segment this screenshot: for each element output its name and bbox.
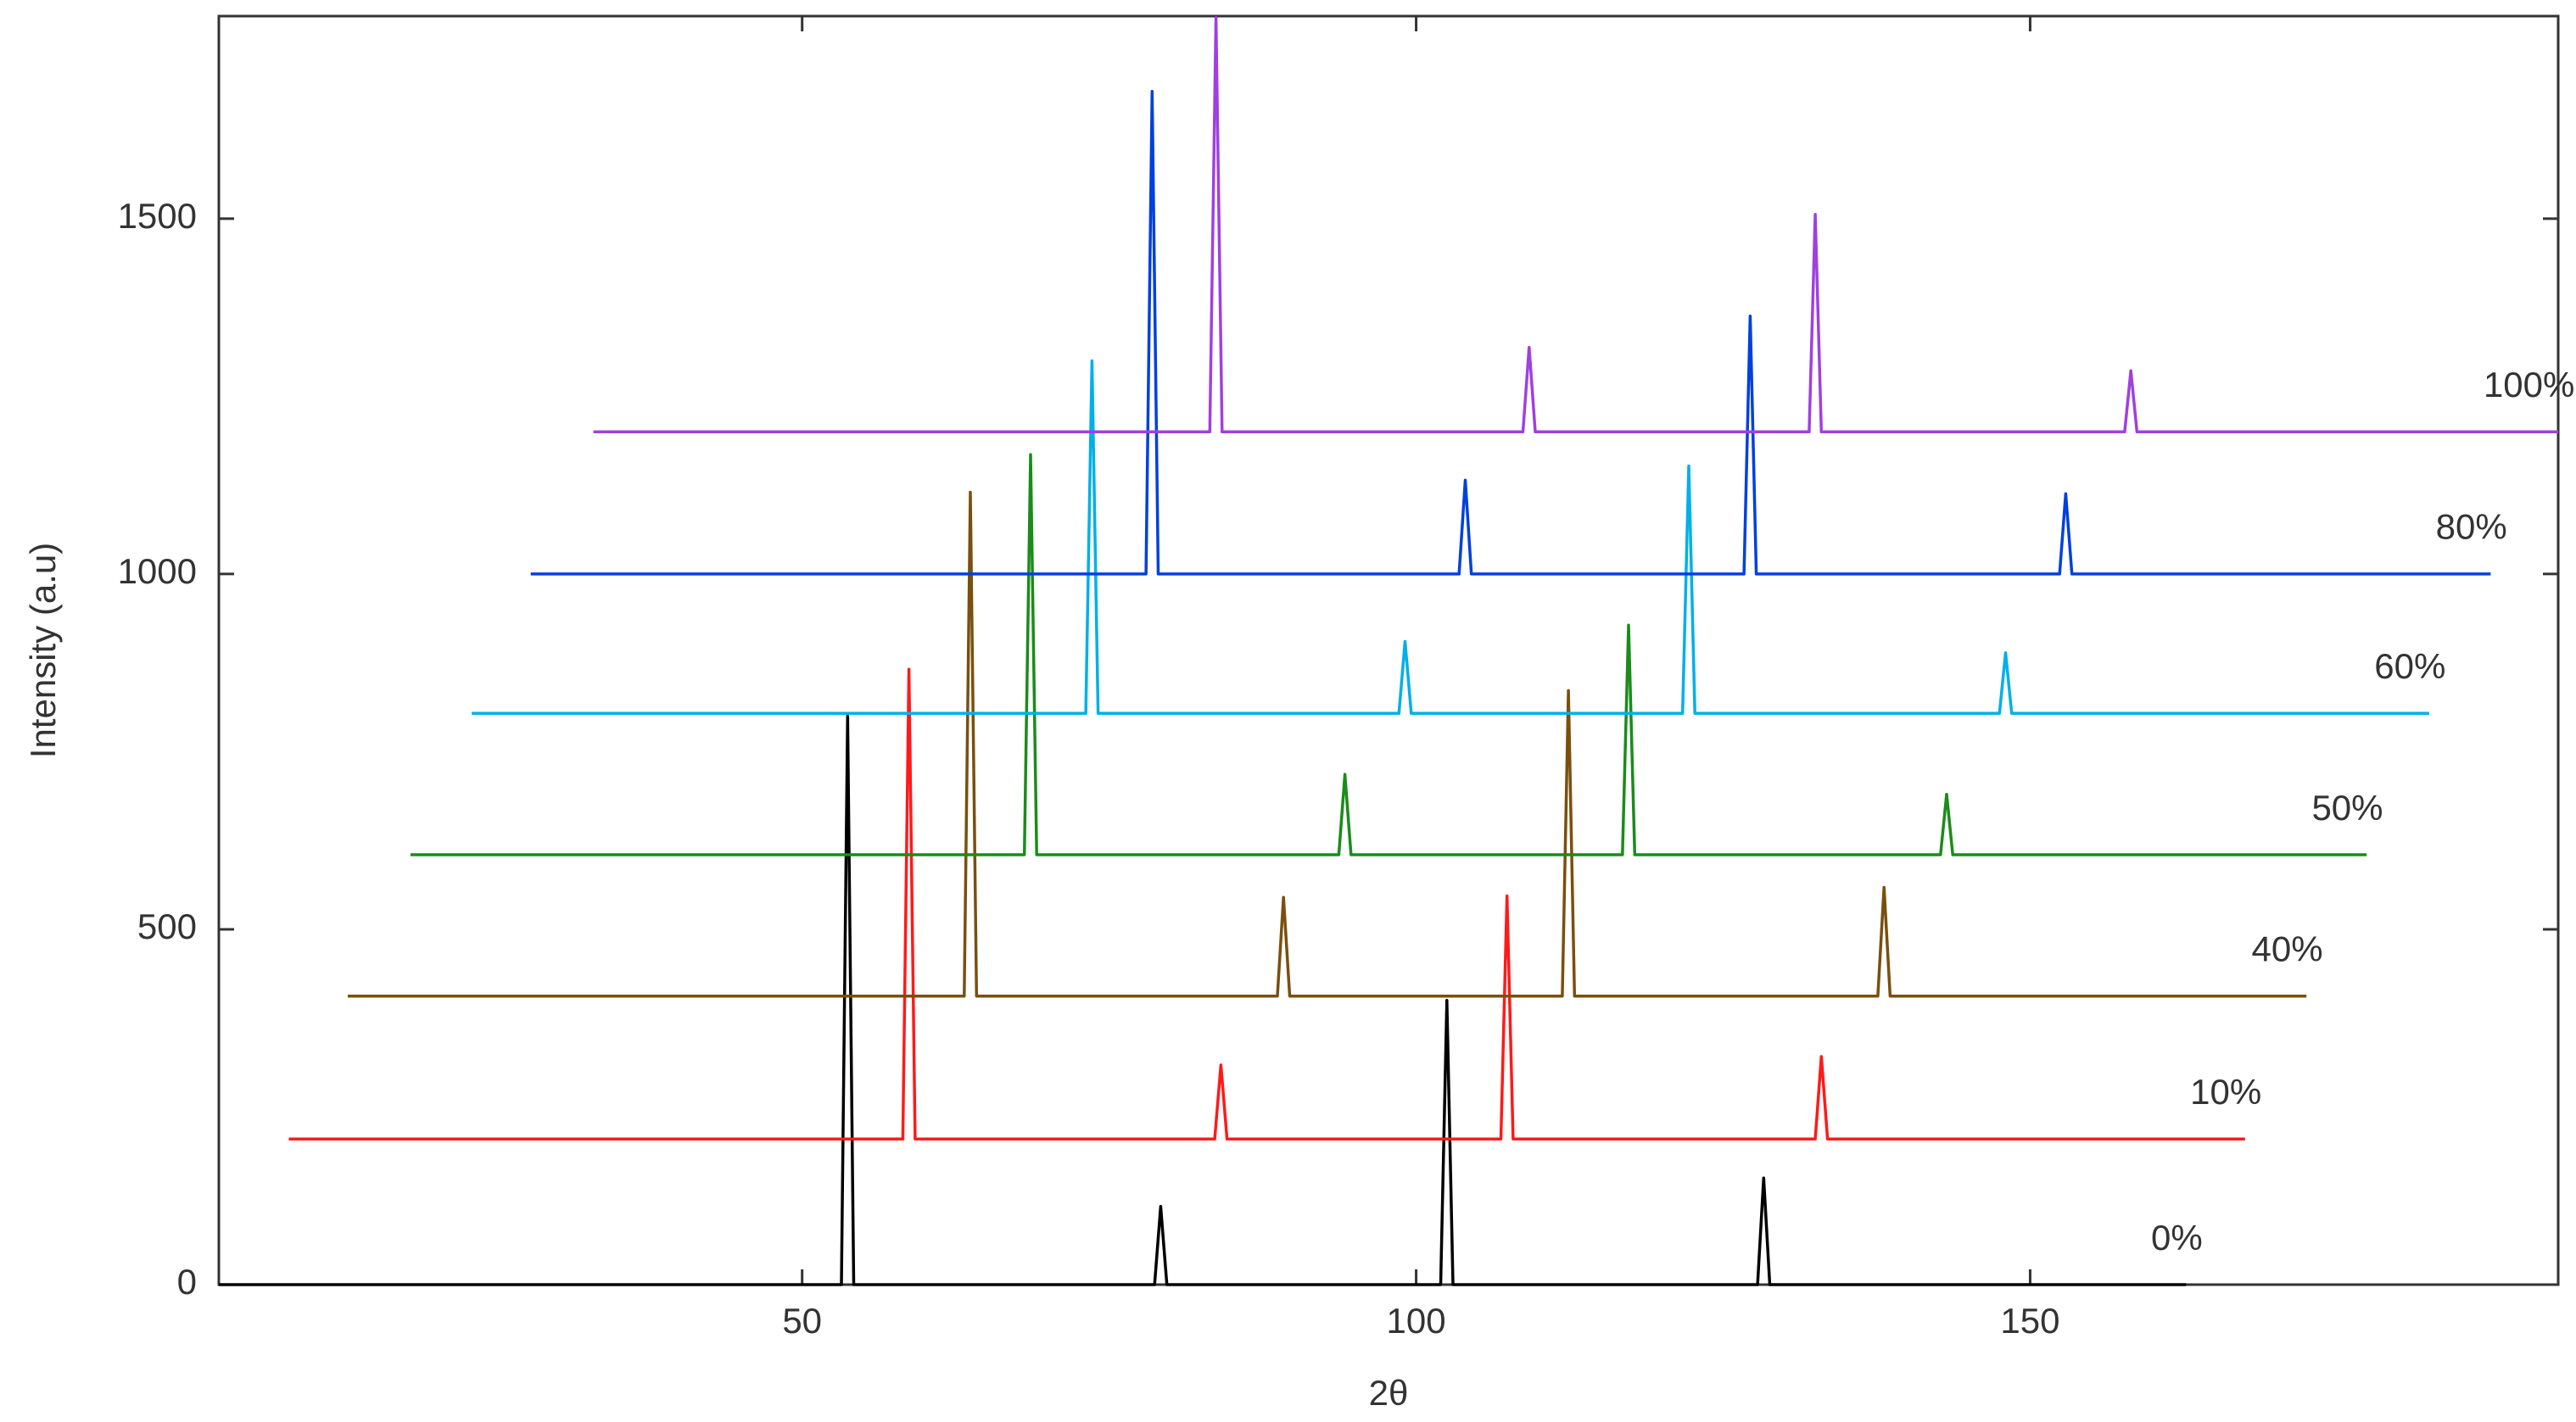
y-tick-label: 0 [177,1262,197,1302]
y-tick-label: 1000 [118,551,197,591]
series-label: 60% [2374,646,2445,686]
series-line [288,667,2245,1140]
series-line [472,359,2429,715]
series-label: 0% [2151,1218,2203,1257]
x-tick-label: 50 [782,1301,822,1341]
series-line [219,714,2187,1286]
series-label: 10% [2190,1072,2261,1112]
x-axis-title: 2θ [1369,1373,1409,1413]
x-tick-label: 150 [2000,1301,2059,1341]
y-tick-label: 1500 [118,196,197,236]
series-label: 40% [2252,929,2323,969]
y-axis-title: Intensity (a.u) [23,543,63,758]
series-line [530,90,2491,576]
series-label: 80% [2436,507,2507,547]
y-tick-label: 500 [137,906,197,946]
series-label: 100% [2484,365,2574,404]
series-line [410,453,2367,856]
series-line [593,15,2558,434]
series-label: 50% [2311,788,2383,828]
series-line [348,490,2307,998]
x-tick-label: 100 [1387,1301,1446,1341]
